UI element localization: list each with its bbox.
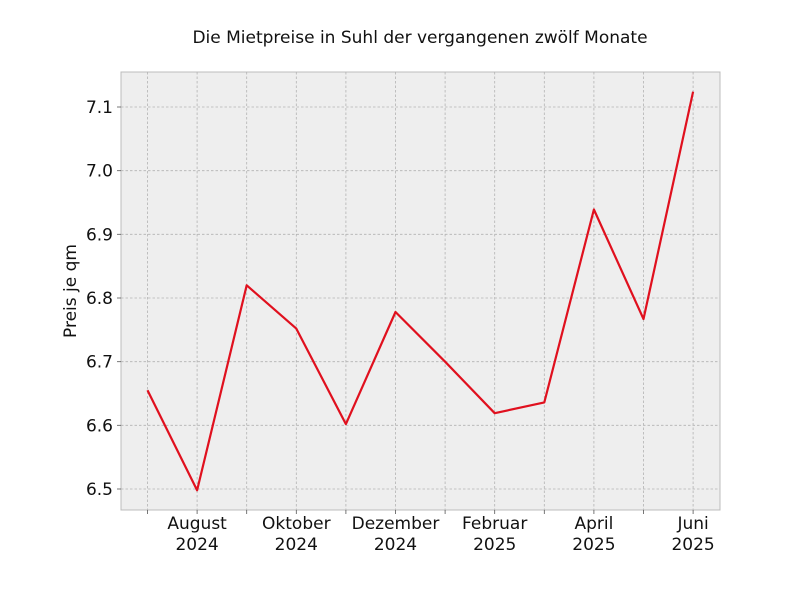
y-tick-label: 7.0: [86, 162, 113, 182]
axis-ticks: [117, 106, 694, 514]
series-group: [146, 91, 695, 492]
y-tick-label: 6.5: [86, 480, 113, 500]
x-tick-label: Februar: [462, 514, 527, 534]
y-tick-label: 6.7: [86, 353, 113, 373]
x-tick-label: Juni: [676, 514, 708, 534]
y-tick-label: 6.9: [86, 225, 113, 245]
x-tick-label-year: 2024: [275, 535, 318, 555]
y-tick-label: 6.6: [86, 416, 113, 436]
tick-labels: 6.56.66.76.86.97.07.1August2024Oktober20…: [86, 98, 715, 555]
x-tick-label-year: 2024: [175, 535, 218, 555]
x-tick-label-year: 2025: [671, 535, 714, 555]
series-line: [146, 91, 695, 492]
x-tick-label: April: [574, 514, 613, 534]
x-tick-label-year: 2025: [572, 535, 615, 555]
x-tick-label-year: 2025: [473, 535, 516, 555]
y-tick-label: 6.8: [86, 289, 113, 309]
x-tick-label-year: 2024: [374, 535, 417, 555]
x-tick-label: Dezember: [352, 514, 440, 534]
chart-title: Die Mietpreise in Suhl der vergangenen z…: [192, 28, 647, 48]
x-tick-label: Oktober: [262, 514, 331, 534]
y-tick-label: 7.1: [86, 98, 113, 118]
gridlines: [121, 72, 720, 510]
plot-area: [120, 71, 721, 511]
x-tick-label: August: [167, 514, 227, 534]
y-axis-label: Preis je qm: [61, 244, 81, 338]
